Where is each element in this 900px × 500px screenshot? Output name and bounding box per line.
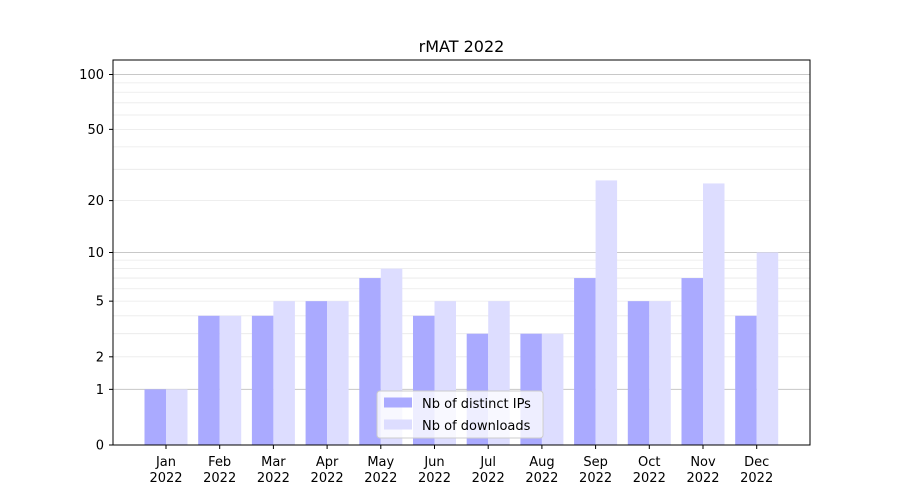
bar: [219, 315, 242, 445]
y-tick-label: 1: [96, 383, 104, 398]
y-tick-label: 10: [87, 246, 104, 261]
x-tick-label-line: 2022: [257, 471, 290, 486]
x-tick-label-line: Jun: [423, 455, 444, 470]
bar: [305, 301, 328, 445]
x-tick-label: Jan 2022: [149, 455, 182, 486]
legend-label-ips: Nb of distinct IPs: [422, 397, 531, 412]
bar: [756, 252, 779, 445]
x-tick-label-line: 2022: [579, 471, 612, 486]
x-tick-label-line: 2022: [418, 471, 451, 486]
y-axis: 0 1 2 5 10 20 50 100: [79, 68, 113, 454]
x-tick-label: Feb 2022: [203, 455, 236, 486]
bar: [595, 180, 618, 446]
bar: [735, 315, 757, 445]
bar: [359, 278, 381, 445]
y-tick-label: 50: [87, 123, 104, 138]
bar: [198, 315, 220, 445]
x-tick-label-line: Jan: [155, 455, 176, 470]
legend-swatch-downloads: [384, 419, 412, 430]
x-tick-label-line: 2022: [740, 471, 773, 486]
x-tick-label: Dec 2022: [740, 455, 773, 486]
bar: [166, 389, 188, 445]
x-tick-label: Oct 2022: [633, 455, 666, 486]
bar: [649, 301, 671, 445]
x-tick-label-line: Sep: [583, 455, 608, 470]
bar: [251, 315, 274, 445]
x-tick-label-line: 2022: [686, 471, 719, 486]
x-tick-label: Jun 2022: [418, 455, 451, 486]
x-tick-label-line: Mar: [261, 455, 286, 470]
x-tick-label-line: Oct: [638, 455, 660, 470]
x-tick-label-line: 2022: [472, 471, 505, 486]
x-tick-label: Aug 2022: [525, 455, 558, 486]
x-tick-label-line: Feb: [208, 455, 231, 470]
x-tick-label-line: Aug: [529, 455, 554, 470]
x-tick-label-line: May: [367, 455, 394, 470]
bar: [327, 301, 349, 445]
bar: [627, 301, 650, 445]
y-tick-label: 100: [79, 68, 104, 83]
x-tick-label: Nov 2022: [686, 455, 719, 486]
x-tick-label-line: Jul: [479, 455, 496, 470]
bar: [703, 183, 725, 445]
x-tick-label-line: Apr: [316, 455, 339, 470]
y-tick-label: 0: [96, 439, 104, 454]
x-tick-label: Mar 2022: [257, 455, 290, 486]
legend-swatch-ips: [384, 397, 412, 408]
x-tick-label-line: Nov: [690, 455, 716, 470]
bar: [681, 278, 703, 445]
x-tick-label-line: 2022: [149, 471, 182, 486]
bar: [541, 333, 564, 445]
bar: [574, 278, 596, 445]
x-tick-label-line: Dec: [744, 455, 769, 470]
x-tick-label: Sep 2022: [579, 455, 612, 486]
x-tick-label-line: 2022: [525, 471, 558, 486]
x-tick-label: Apr 2022: [311, 455, 344, 486]
y-tick-label: 20: [87, 194, 104, 209]
legend-label-downloads: Nb of downloads: [422, 419, 531, 434]
x-tick-label-line: 2022: [364, 471, 397, 486]
legend: Nb of distinct IPs Nb of downloads: [376, 390, 544, 439]
legend-box: [376, 390, 544, 439]
x-tick-label-line: 2022: [203, 471, 236, 486]
x-tick-label-line: 2022: [633, 471, 666, 486]
bars: [144, 180, 779, 446]
chart-title: rMAT 2022: [419, 37, 505, 56]
y-tick-label: 2: [96, 350, 104, 365]
x-tick-label: May 2022: [364, 455, 397, 486]
x-tick-label-line: 2022: [311, 471, 344, 486]
y-tick-label: 5: [96, 295, 104, 310]
x-tick-label: Jul 2022: [472, 455, 505, 486]
bar: [273, 301, 295, 445]
grid: [113, 74, 810, 390]
bar: [144, 389, 166, 445]
